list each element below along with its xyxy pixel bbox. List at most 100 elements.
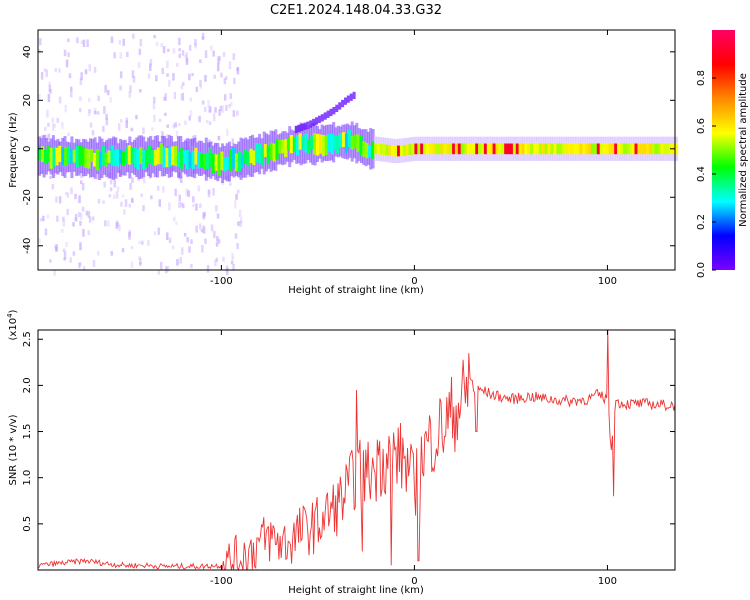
noise-speck [188,44,192,51]
noise-speck [88,97,91,103]
ridge-cell [93,153,97,167]
ridge-cell [585,143,589,155]
ridge-cell [562,143,566,155]
noise-speck [176,259,179,266]
noise-speck [115,191,119,199]
noise-speck [166,266,170,272]
ridge-cell [657,143,661,155]
noise-speck [192,135,195,139]
snr-panel: -100 0 100 0.5 1.0 1.5 2.0 2.5 Height of strai… [6,309,676,596]
ridge-cell [316,134,320,156]
ridge-cell [640,143,644,155]
noise-speck [174,188,177,197]
noise-speck [156,185,160,191]
noise-speck [113,179,117,188]
noise-speck [226,128,229,136]
ridge-cell [165,148,169,168]
ridge-cell [130,147,134,164]
snr-y-tick-label: 1.5 [22,424,33,440]
snr-x-tick-label: -100 [210,576,233,587]
chart-title: C2E1.2024.148.04.33.G32 [270,3,442,18]
noise-speck [126,51,129,57]
ridge-cell [475,143,479,155]
ridge-cell [443,143,447,155]
noise-speck [194,39,197,46]
noise-speck [131,70,135,79]
ridge-cell [530,143,534,155]
ridge-cell [95,149,100,171]
noise-speck [87,211,91,218]
noise-speck [192,196,195,203]
noise-speck [119,71,123,79]
noise-speck [139,258,142,264]
noise-speck [239,217,243,224]
noise-speck [116,186,120,192]
ridge-cell [420,143,424,155]
noise-speck [65,241,68,247]
ridge-cell [217,154,221,176]
ridge-cell [142,150,146,170]
noise-speck [201,244,204,253]
ridge-cell [69,148,73,164]
ridge-cell [75,146,79,168]
noise-speck [157,269,161,275]
ridge-cell [405,144,409,156]
noise-speck [142,205,145,212]
noise-speck [103,181,106,188]
ridge-cell [168,146,172,167]
noise-speck [178,48,181,52]
noise-speck [109,177,113,185]
branch-cell [309,120,313,128]
noise-speck [185,52,188,60]
branch-cell [323,112,327,120]
spectrogram-y-tick-label: -20 [22,189,33,205]
noise-speck [48,85,52,92]
noise-speck [104,220,107,227]
ridge-cell [234,153,239,172]
noise-speck [232,110,236,117]
ridge-cell [385,144,389,156]
ridge-cell [373,143,378,155]
ridge-cell [394,145,398,157]
noise-speck [130,127,134,132]
ridge-cell [327,134,331,152]
noise-speck [128,232,131,240]
noise-speck [208,105,211,113]
ridge-cell [275,139,279,160]
noise-speck [158,199,161,207]
ridge-cell [457,143,461,155]
noise-speck [80,212,83,220]
ridge-cell [347,130,351,147]
noise-speck [68,73,72,79]
branch-cell [297,124,301,132]
ridge-cell [46,145,50,163]
noise-speck [182,82,185,86]
ridge-cell [654,143,658,155]
ridge-cell [90,149,94,162]
ridge-cell [643,143,647,155]
noise-speck [104,85,107,93]
noise-speck [165,133,169,139]
noise-speck [92,216,95,221]
ridge-cell [104,152,108,167]
noise-speck [147,239,150,246]
ridge-cell [533,143,537,155]
ridge-cell [567,143,572,155]
branch-cell [317,115,321,123]
noise-speck [122,38,125,46]
noise-speck [67,52,70,58]
noise-speck [229,93,232,99]
ridge-cell [614,143,618,155]
noise-speck [118,39,122,45]
snr-y-label: SNR (10 * v/v) [8,414,19,485]
ridge-cell [339,133,343,148]
noise-speck [190,239,193,244]
noise-speck [88,216,92,223]
noise-speck [175,131,179,139]
noise-speck [217,56,220,64]
noise-speck [199,79,202,87]
ridge-cell [304,133,308,153]
ridge-cell [431,143,435,155]
ridge-cell [536,143,540,155]
noise-speck [117,223,120,227]
